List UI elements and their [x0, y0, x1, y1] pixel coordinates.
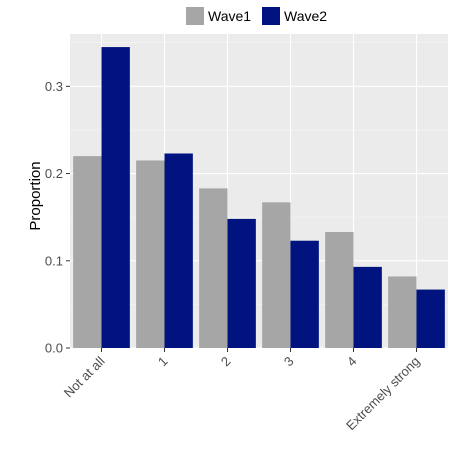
bar-wave1-0 — [73, 156, 102, 348]
x-tick-label: 3 — [281, 354, 297, 370]
bars — [73, 47, 445, 348]
bar-wave1-1 — [136, 160, 165, 348]
x-tick-label: 2 — [218, 354, 234, 370]
bar-wave2-4 — [353, 266, 382, 348]
bar-wave1-3 — [262, 202, 291, 348]
bar-wave1-5 — [388, 276, 417, 348]
legend-key-wave2 — [262, 7, 280, 25]
x-tick-label: 4 — [344, 354, 360, 370]
legend-key-wave1 — [186, 7, 204, 25]
y-tick-label: 0.1 — [45, 253, 63, 268]
x-tick-label: Not at all — [61, 353, 108, 400]
bar-wave2-2 — [227, 218, 256, 348]
bar-wave2-0 — [101, 47, 130, 348]
bar-wave1-2 — [199, 188, 228, 348]
y-axis-title: Proportion — [27, 161, 44, 230]
y-tick-label: 0.2 — [45, 166, 63, 181]
bar-wave2-5 — [416, 289, 445, 348]
x-tick-label: 1 — [155, 354, 171, 370]
bar-wave1-4 — [325, 231, 354, 348]
bar-wave2-1 — [164, 153, 193, 348]
y-tick-label: 0.3 — [45, 79, 63, 94]
bar-wave2-3 — [290, 240, 319, 348]
y-axis: 0.0 0.1 0.2 0.3 — [45, 79, 70, 356]
y-tick-label: 0.0 — [45, 341, 63, 356]
legend-label-wave2: Wave2 — [284, 8, 327, 24]
legend-label-wave1: Wave1 — [208, 8, 251, 24]
legend: Wave1 Wave2 — [186, 7, 327, 25]
